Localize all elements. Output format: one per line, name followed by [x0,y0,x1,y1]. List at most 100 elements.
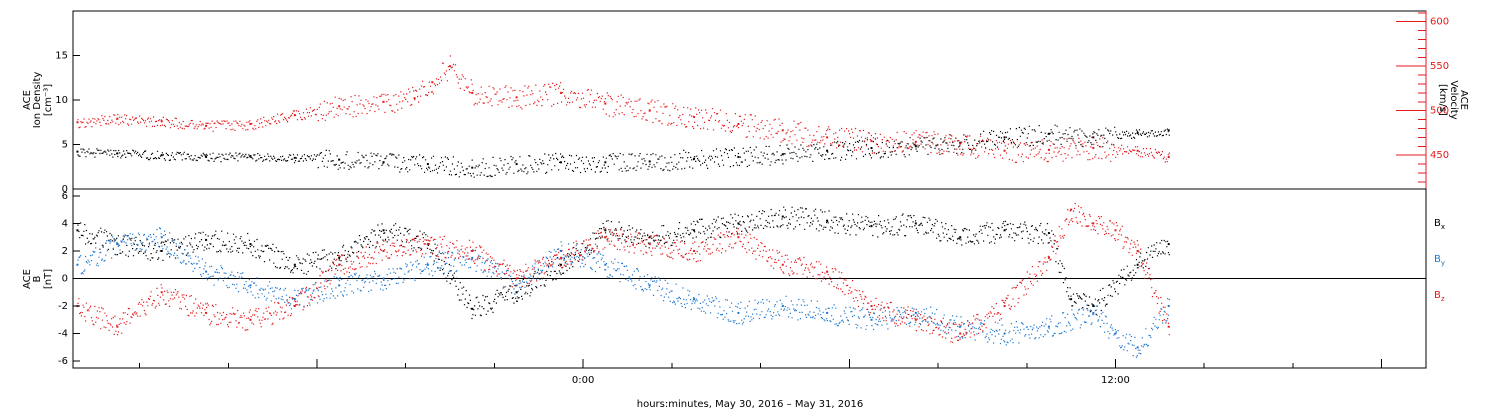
bz-point [338,263,341,266]
velocity-point [1003,149,1006,152]
velocity-label-line-2: Velocity [1448,80,1459,119]
by-point [249,284,252,287]
velocity-point [515,96,518,99]
velocity-point [559,91,562,94]
bz-point [515,277,518,280]
density-point [471,166,474,169]
bx-point [160,249,163,252]
by-point [382,277,385,280]
field-axis-ticks: -6 -4 -2 0 2 4 6 [58,191,80,367]
velocity-point [471,91,474,94]
bz-point [1092,222,1095,225]
bz-point [249,318,252,321]
legend: Bx By Bz [1434,218,1445,303]
bz-point [1136,249,1139,252]
density-series [76,124,1170,178]
field-tick-label: 4 [62,218,68,229]
bx-point [914,222,917,225]
legend-bx: Bx [1434,218,1445,231]
bx-point [1070,298,1073,301]
bx-point [205,238,208,241]
by-point [471,256,474,259]
magnetic-field-panel: -6 -4 -2 0 2 4 6 0:00 12:00 ACE B [nT] Bx By Bz h… [22,188,1445,410]
by-point [559,249,562,252]
velocity-point [826,136,829,139]
by-series [76,227,1170,358]
velocity-label-line-3: [km/s] [1437,84,1448,116]
bx-point [76,229,79,232]
by-point [1092,311,1095,314]
by-point [160,236,163,239]
bz-point [559,256,562,259]
velocity-tick-label: 600 [1430,17,1449,28]
velocity-point [914,140,917,143]
density-point [781,153,784,156]
velocity-point [116,117,119,120]
velocity-point [76,121,79,124]
velocity-point [431,81,434,84]
velocity-point [870,139,873,142]
density-label-line-3: [cm⁻³] [43,84,54,116]
time-axis-ticks: 0:00 12:00 [139,359,1383,386]
velocity-point [205,124,208,127]
bz-point [781,263,784,266]
bz-point [426,243,429,246]
magnetic-field-marks [76,202,1170,358]
bx-point [781,215,784,218]
field-tick-label: -6 [58,356,68,367]
velocity-point [1136,149,1139,152]
bx-point [471,307,474,310]
bz-point [293,305,296,308]
legend-bz: Bz [1434,290,1445,303]
density-point [604,161,607,164]
bz-point [737,236,740,239]
bz-point [604,236,607,239]
field-label-line-3: [nT] [43,269,54,289]
bx-point [826,219,829,222]
velocity-axis-ticks: 450 500 550 600 [1396,12,1449,183]
bx-point [604,229,607,232]
density-point [1092,136,1095,139]
density-point [559,161,562,164]
bz-point [648,243,651,246]
density-point [648,160,651,163]
density-tick-label: 5 [62,140,68,151]
velocity-point [781,129,784,132]
density-label-line-2: Ion Density [32,72,43,129]
velocity-label-line-1: ACE [1458,90,1469,110]
velocity-tick-label: 450 [1430,150,1449,161]
bz-point [1167,325,1170,328]
field-tick-label: -2 [58,301,68,312]
density-point [1136,131,1139,134]
bx-point [1003,229,1006,232]
field-tick-label: 2 [62,246,68,257]
field-axis-label: ACE B [nT] [22,269,54,289]
velocity-series [76,55,1170,163]
density-point [1003,136,1006,139]
bx-point [1136,263,1139,266]
top-plot-frame [72,10,1427,190]
velocity-point [449,65,452,68]
bz-point [116,325,119,328]
density-label-line-1: ACE [22,90,33,110]
bz-scatter [77,202,1170,343]
velocity-point [648,109,651,112]
by-point [604,263,607,266]
field-label-line-1: ACE [22,269,33,289]
density-point [693,157,696,160]
by-point [338,284,341,287]
density-tick-label: 10 [55,95,68,106]
velocity-point [737,123,740,126]
bx-scatter [77,206,1170,320]
bx-point [693,229,696,232]
density-point [1047,132,1050,135]
by-point [1114,332,1117,335]
bx-point [648,236,651,239]
velocity-point [413,97,416,100]
bz-point [914,318,917,321]
density-axis-ticks: 0 5 10 15 [55,51,80,195]
bz-point [205,311,208,314]
ion-density-velocity-panel: 0 5 10 15 450 500 550 600 ACE Ion Density [cm⁻… [22,10,1469,195]
bz-point [826,270,829,273]
